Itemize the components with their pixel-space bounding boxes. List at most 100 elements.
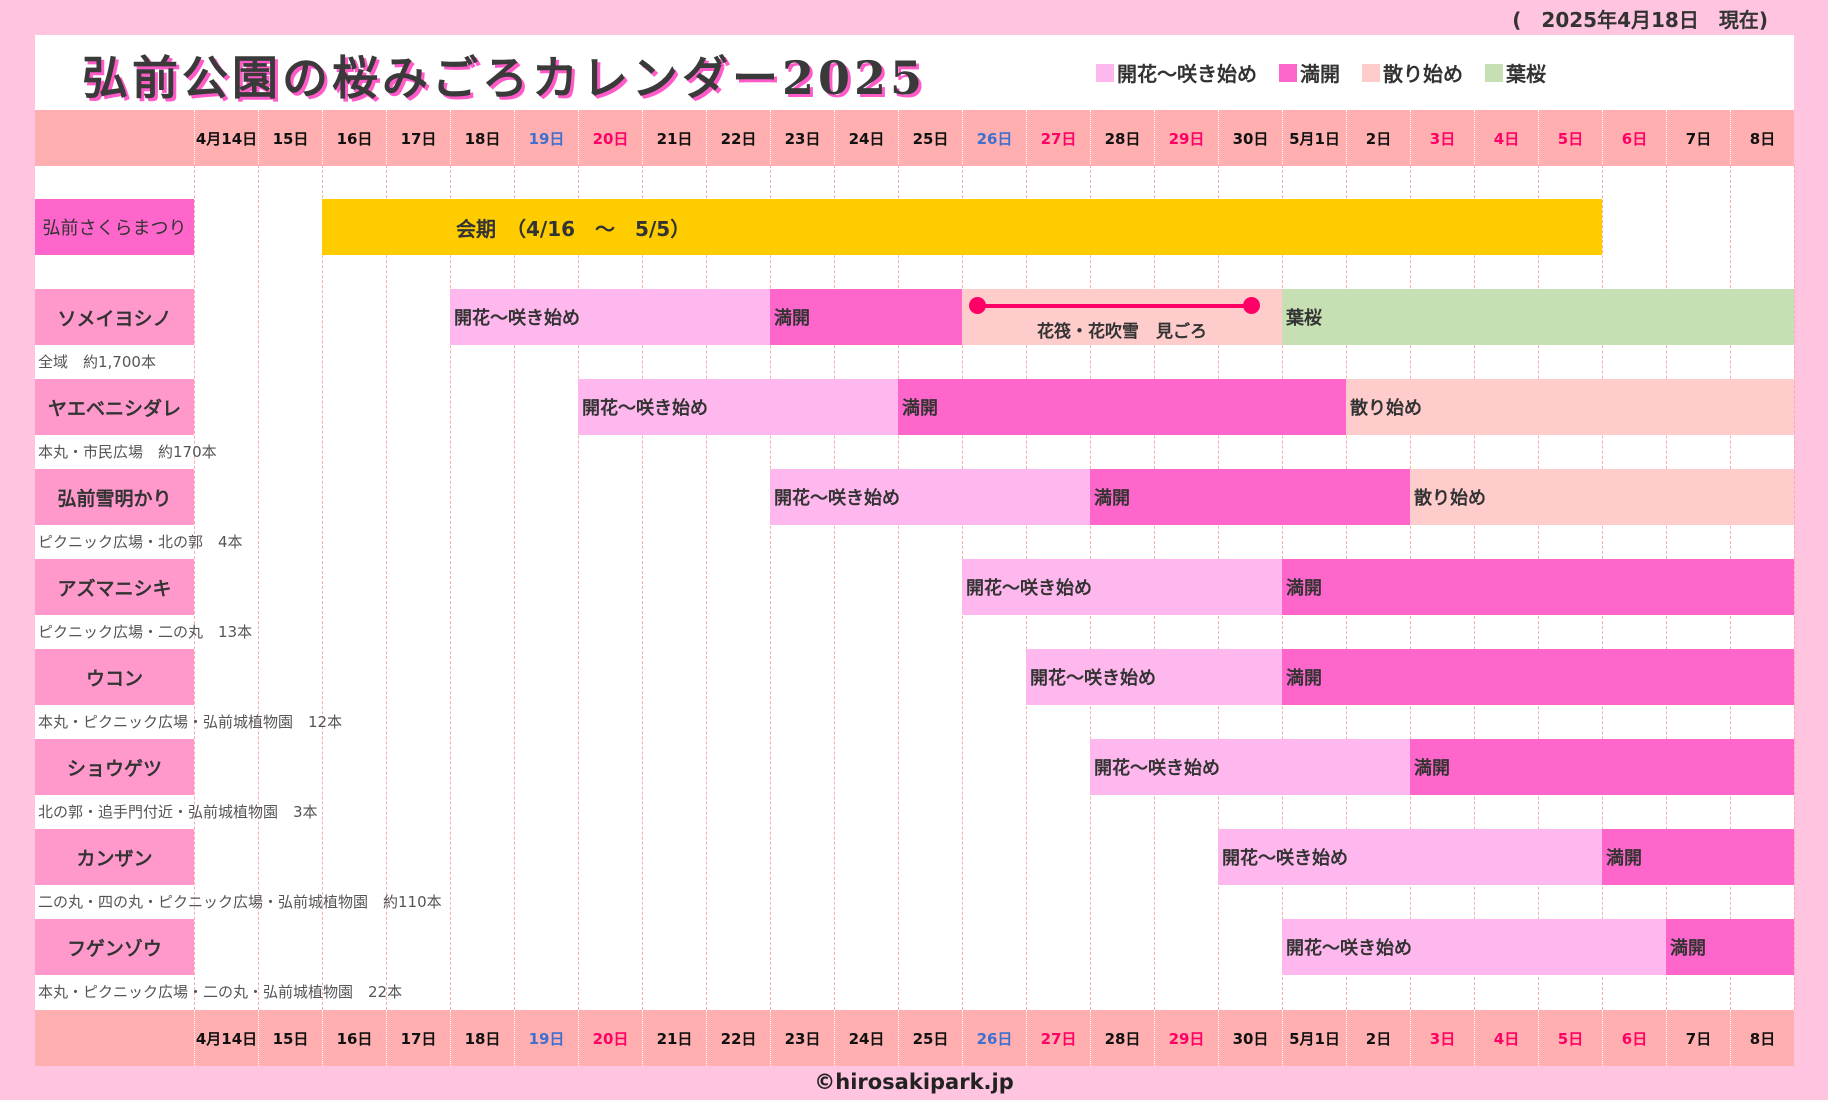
variety-location: 本丸・市民広場 約170本 <box>38 443 217 461</box>
variety-label: ショウゲツ <box>35 739 194 795</box>
legend-swatch <box>1485 63 1503 82</box>
date-header-cell: 26日 <box>962 1010 1026 1066</box>
legend-item-chiri: 散り始め <box>1362 58 1463 87</box>
legend-swatch <box>1362 63 1380 82</box>
stage-bar-label: 満開 <box>774 308 810 329</box>
stage-bar-mankai: 満開 <box>1282 559 1794 615</box>
legend-item-mankai: 満開 <box>1279 58 1340 87</box>
date-header-cell: 22日 <box>706 110 770 166</box>
stage-bar-mankai: 満開 <box>898 379 1346 435</box>
legend-label: 散り始め <box>1383 62 1463 86</box>
date-header-cell: 4月14日 <box>194 1010 258 1066</box>
variety-label: ヤエベニシダレ <box>35 379 194 435</box>
legend: 開花～咲き始め 満開 散り始め 葉桜 <box>1096 58 1546 87</box>
date-header-cell: 29日 <box>1154 1010 1218 1066</box>
stage-bar-label: 満開 <box>1094 488 1130 509</box>
date-header-cell: 27日 <box>1026 1010 1090 1066</box>
date-header-cell: 17日 <box>386 110 450 166</box>
stage-bar-label: 開花～咲き始め <box>1094 758 1220 779</box>
date-header-cell: 28日 <box>1090 1010 1154 1066</box>
stage-bar-label: 開花～咲き始め <box>774 488 900 509</box>
date-header-bottom: 4月14日 15日 16日 17日 18日 19日 20日 21日 22日 23日 24日 25日 26… <box>35 1010 1794 1066</box>
date-header-cell: 23日 <box>770 110 834 166</box>
stage-bar-label: 散り始め <box>1350 398 1422 419</box>
variety-location: ピクニック広場・二の丸 13本 <box>38 623 253 641</box>
date-header-cell: 19日 <box>514 1010 578 1066</box>
date-header-cell: 8日 <box>1730 1010 1794 1066</box>
date-header-cell: 29日 <box>1154 110 1218 166</box>
page-title: 弘前公園の桜みごろカレンダー2025 <box>82 51 927 105</box>
gridline <box>514 165 515 1010</box>
date-header-cell: 17日 <box>386 1010 450 1066</box>
stage-bar-label: 満開 <box>1286 578 1322 599</box>
date-header-cell: 23日 <box>770 1010 834 1066</box>
date-header-cell: 5日 <box>1538 110 1602 166</box>
variety-location: ピクニック広場・北の郭 4本 <box>38 533 243 551</box>
gridline <box>1794 165 1795 1010</box>
stage-bar-kaika: 開花～咲き始め <box>962 559 1282 615</box>
date-header-cell: 21日 <box>642 110 706 166</box>
stage-bar-label: 満開 <box>902 398 938 419</box>
stage-bar-label: 開花～咲き始め <box>1286 938 1412 959</box>
as-of-date: ( 2025年4月18日 現在) <box>1512 8 1768 32</box>
festival-period-text: 会期 （4/16 ～ 5/5） <box>456 216 691 241</box>
gridline <box>450 165 451 1010</box>
stage-bar-kaika: 開花～咲き始め <box>450 289 770 345</box>
gridline <box>386 165 387 1010</box>
date-header-cell: 24日 <box>834 110 898 166</box>
bloom-period-line <box>976 304 1254 308</box>
variety-label: アズマニシキ <box>35 559 194 615</box>
festival-period-bar: 会期 （4/16 ～ 5/5） <box>322 199 1602 255</box>
variety-label: カンザン <box>35 829 194 885</box>
gridline <box>898 165 899 1010</box>
stage-bar-mankai: 満開 <box>1090 469 1410 525</box>
date-header-cell: 4月14日 <box>194 110 258 166</box>
date-header-cell: 15日 <box>258 1010 322 1066</box>
stage-bar-chiri: 散り始め <box>1410 469 1794 525</box>
gridline <box>770 165 771 1010</box>
gridline <box>578 165 579 1010</box>
stage-bar-kaika: 開花～咲き始め <box>770 469 1090 525</box>
date-header-cell: 3日 <box>1410 1010 1474 1066</box>
bloom-period-note: 花筏・花吹雪 見ごろ <box>1037 322 1207 342</box>
legend-label: 葉桜 <box>1506 62 1546 86</box>
date-header-cell: 4日 <box>1474 110 1538 166</box>
date-header-cell: 20日 <box>578 1010 642 1066</box>
date-header-cell: 7日 <box>1666 110 1730 166</box>
date-header-cell: 21日 <box>642 1010 706 1066</box>
stage-bar-mankai: 満開 <box>1410 739 1794 795</box>
date-header-cell: 30日 <box>1218 1010 1282 1066</box>
date-header-cell: 22日 <box>706 1010 770 1066</box>
stage-bar-label: 開花～咲き始め <box>582 398 708 419</box>
copyright-footer: ©hirosakipark.jp <box>814 1070 1014 1094</box>
legend-swatch <box>1279 63 1297 82</box>
date-header-cell: 15日 <box>258 110 322 166</box>
stage-bar-label: 満開 <box>1414 758 1450 779</box>
date-header-cell: 19日 <box>514 110 578 166</box>
stage-bar-chiri: 散り始め <box>1346 379 1794 435</box>
bloom-period-dot <box>969 297 986 314</box>
date-header-cell: 5月1日 <box>1282 110 1346 166</box>
date-header-cell: 25日 <box>898 110 962 166</box>
variety-location: 全域 約1,700本 <box>38 353 156 371</box>
date-header-cell: 5日 <box>1538 1010 1602 1066</box>
date-header-cell: 18日 <box>450 110 514 166</box>
gridline <box>706 165 707 1010</box>
stage-bar-label: 葉桜 <box>1286 308 1322 329</box>
stage-bar-label: 開花～咲き始め <box>1222 848 1348 869</box>
stage-bar-kaika: 開花～咲き始め <box>1218 829 1602 885</box>
variety-label: 弘前雪明かり <box>35 469 194 525</box>
variety-location: 本丸・ピクニック広場・二の丸・弘前城植物園 22本 <box>38 983 403 1001</box>
festival-label: 弘前さくらまつり <box>35 199 194 255</box>
legend-item-kaika: 開花～咲き始め <box>1096 58 1257 87</box>
date-header-cell: 2日 <box>1346 1010 1410 1066</box>
stage-bar-mankai: 満開 <box>1666 919 1794 975</box>
variety-label: ウコン <box>35 649 194 705</box>
gridline <box>258 165 259 1010</box>
date-header-cell: 6日 <box>1602 110 1666 166</box>
gridline <box>322 165 323 1010</box>
date-header-cell: 20日 <box>578 110 642 166</box>
date-header-top: 4月14日 15日 16日 17日 18日 19日 20日 21日 22日 23日 24日 25日 26… <box>35 110 1794 166</box>
gridline <box>834 165 835 1010</box>
date-header-cell: 5月1日 <box>1282 1010 1346 1066</box>
